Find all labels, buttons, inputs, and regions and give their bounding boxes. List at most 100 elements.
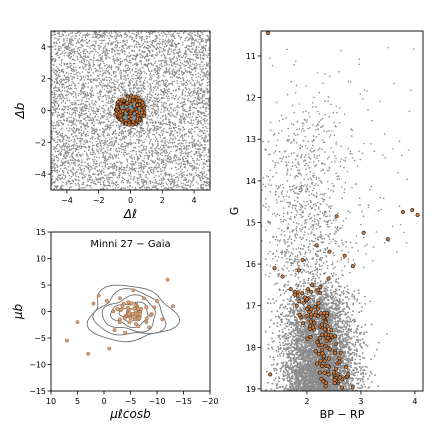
field-star-point (137, 41, 139, 43)
field-star-point (148, 180, 151, 182)
field-star-point (156, 150, 158, 152)
field-star-point (171, 72, 174, 74)
field-star-point (181, 62, 183, 65)
field-star-point (95, 78, 98, 81)
field-star-point (181, 94, 184, 96)
field-star-point (149, 96, 151, 99)
field-star-point (172, 49, 175, 52)
field-star-point (185, 142, 187, 144)
field-star-point (160, 121, 162, 123)
field-star-point (147, 64, 149, 66)
field-star-point (187, 113, 190, 116)
field-star-point (93, 54, 95, 56)
field-star-point (131, 36, 133, 39)
field-star-point (146, 104, 149, 107)
field-star-point (204, 147, 206, 149)
field-star-point (108, 95, 110, 97)
field-star-point (60, 153, 62, 155)
field-star-point (206, 76, 209, 79)
field-star-point (98, 169, 101, 171)
field-star-point (126, 144, 128, 146)
field-star-point (165, 41, 167, 43)
field-star-point (131, 186, 134, 189)
field-star-point (157, 97, 159, 99)
field-star-point (113, 119, 115, 121)
field-star-point (182, 55, 185, 57)
field-star-point (184, 146, 186, 149)
field-star-point (196, 163, 199, 165)
field-star-point (187, 155, 190, 158)
field-star-point (199, 66, 201, 68)
field-star-point (172, 134, 174, 137)
field-star-point (118, 83, 120, 86)
field-star-point (88, 52, 91, 55)
field-star-point (95, 59, 97, 62)
field-star-point (165, 68, 168, 71)
field-star-point (64, 89, 66, 92)
field-star-point (61, 145, 64, 147)
field-star-point (145, 37, 148, 40)
field-star-point (92, 182, 95, 184)
field-star-point (138, 157, 140, 160)
field-star-point (80, 51, 82, 54)
field-star-point (101, 85, 103, 88)
field-star-point (120, 181, 123, 183)
field-star-point (102, 50, 104, 52)
field-star-point (177, 52, 180, 55)
field-star-point (92, 44, 95, 46)
field-star-point (200, 58, 202, 60)
field-star-point (155, 168, 158, 170)
field-star-point (197, 102, 200, 105)
field-star-point (140, 163, 143, 166)
field-star-point (185, 148, 187, 150)
field-star-point (154, 166, 157, 169)
field-star-point (83, 125, 85, 127)
field-star-point (117, 87, 120, 89)
field-star-point (65, 183, 67, 186)
field-star-point (67, 80, 70, 83)
field-star-point (90, 78, 93, 80)
field-star-point (198, 164, 201, 166)
field-star-point (205, 176, 207, 179)
field-star-point (99, 148, 101, 150)
field-star-point (195, 150, 197, 153)
field-star-point (104, 33, 107, 36)
field-star-point (179, 38, 182, 40)
field-star-point (163, 54, 166, 57)
field-star-point (205, 41, 208, 44)
field-star-point (184, 133, 186, 135)
field-star-point (120, 124, 123, 126)
field-star-point (171, 39, 173, 41)
field-star-point (124, 149, 126, 151)
field-star-point (152, 64, 155, 66)
field-star-point (76, 146, 79, 149)
field-star-point (199, 174, 201, 177)
field-star-point (73, 138, 76, 141)
field-star-point (208, 72, 210, 74)
field-star-point (68, 112, 71, 115)
field-star-point (77, 164, 80, 167)
field-star-point (166, 109, 169, 111)
field-star-point (58, 94, 61, 96)
field-star-point (60, 47, 62, 49)
field-star-point (162, 145, 165, 148)
field-star-point (91, 136, 94, 138)
field-star-point (82, 187, 84, 189)
field-star-point (184, 109, 186, 111)
field-star-point (76, 99, 78, 102)
field-star-point (180, 153, 183, 155)
field-star-point (182, 159, 185, 161)
field-star-point (101, 69, 104, 71)
field-star-point (60, 185, 63, 188)
field-star-point (100, 172, 102, 175)
field-star-point (133, 83, 135, 85)
field-star-point (110, 42, 112, 45)
field-star-point (180, 80, 182, 83)
field-star-point (136, 155, 139, 158)
field-star-point (183, 148, 186, 150)
field-star-point (64, 76, 67, 79)
field-star-point (63, 80, 65, 82)
field-star-point (131, 154, 133, 156)
field-star-point (163, 87, 165, 90)
field-star-point (197, 143, 199, 146)
